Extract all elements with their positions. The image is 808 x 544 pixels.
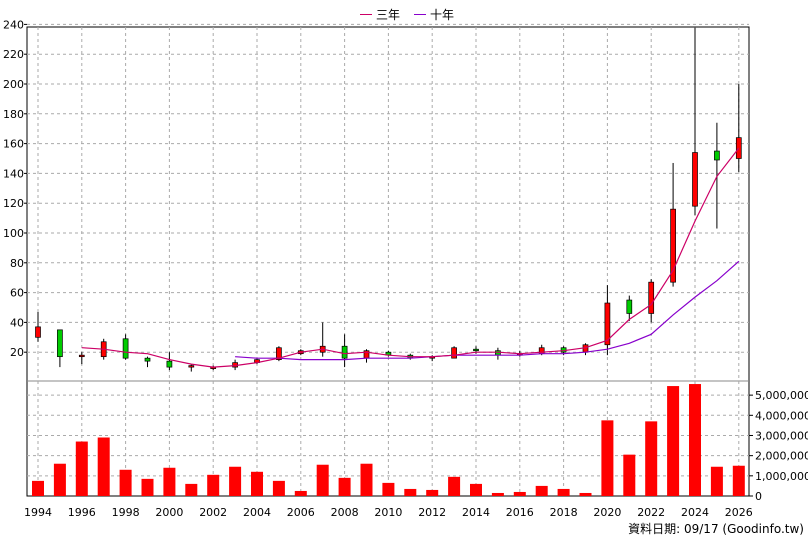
x-tick-label: 2014 xyxy=(462,506,490,519)
candle-body xyxy=(166,360,173,368)
volume-tick-label: 0 xyxy=(755,490,762,503)
volume-bar xyxy=(360,463,373,496)
x-tick-label: 2020 xyxy=(593,506,621,519)
volume-tick-label: 2,000,000 xyxy=(755,450,808,463)
volume-bar xyxy=(75,441,88,496)
candle-body xyxy=(276,347,282,361)
volume-bar xyxy=(32,480,44,496)
candle-body xyxy=(188,365,195,368)
volume-bar xyxy=(251,471,263,496)
volume-bar xyxy=(732,465,745,496)
ma10-line xyxy=(235,260,740,361)
volume-bar xyxy=(119,469,132,496)
price-tick-label: 40 xyxy=(10,316,24,329)
ma3-line xyxy=(81,147,740,368)
volume-bar xyxy=(338,477,351,496)
price-tick-label: 20 xyxy=(10,346,24,359)
volume-bar xyxy=(207,474,220,496)
x-tick-label: 2012 xyxy=(418,506,446,519)
candle-body xyxy=(495,350,501,356)
volume-bar xyxy=(53,463,66,496)
legend-swatch-ma10 xyxy=(414,13,427,15)
volume-bar xyxy=(579,492,592,496)
x-tick-label: 2018 xyxy=(550,506,578,519)
x-tick-label: 2016 xyxy=(506,506,534,519)
volume-bar xyxy=(535,485,548,496)
legend-label-ma3: 三年 xyxy=(376,7,401,22)
volume-bar xyxy=(404,488,417,496)
candle-body xyxy=(78,354,85,358)
data-date-footnote: 資料日期: 09/17 (Goodinfo.tw) xyxy=(628,522,804,536)
chart-legend: 三年 十年 xyxy=(360,6,454,22)
x-tick-label: 2004 xyxy=(243,506,271,519)
price-tick-label: 200 xyxy=(3,78,24,91)
candle-body xyxy=(626,299,633,314)
price-tick-label: 160 xyxy=(3,138,24,151)
candle-body xyxy=(341,345,348,359)
legend-label-ma10: 十年 xyxy=(430,7,455,22)
legend-item-ma10: 十年 xyxy=(414,6,454,22)
volume-bar xyxy=(272,480,285,496)
price-tick-label: 220 xyxy=(3,48,24,61)
volume-bar xyxy=(667,386,680,496)
volume-bar xyxy=(141,478,154,496)
volume-bar xyxy=(601,420,614,496)
price-tick-label: 240 xyxy=(3,18,24,31)
candle-body xyxy=(473,348,479,352)
volume-bar xyxy=(229,466,242,496)
x-tick-label: 2002 xyxy=(199,506,227,519)
volume-tick-label: 3,000,000 xyxy=(755,429,808,442)
price-tick-label: 60 xyxy=(10,287,24,300)
volume-bar xyxy=(513,491,526,496)
x-tick-label: 2008 xyxy=(331,506,359,519)
candle-body xyxy=(670,208,676,283)
legend-swatch-ma3 xyxy=(360,13,372,15)
price-tick-label: 120 xyxy=(3,197,24,210)
volume-bar xyxy=(557,488,570,496)
x-tick-label: 2000 xyxy=(155,506,183,519)
volume-bar xyxy=(426,489,439,496)
volume-bar xyxy=(710,466,723,496)
x-tick-label: 2006 xyxy=(287,506,315,519)
candle-body xyxy=(735,137,742,159)
volume-tick-label: 1,000,000 xyxy=(755,470,808,483)
x-tick-label: 2024 xyxy=(681,506,709,519)
x-tick-label: 2022 xyxy=(637,506,665,519)
x-tick-label: 2010 xyxy=(374,506,402,519)
volume-bar xyxy=(645,421,658,496)
candle-body xyxy=(714,150,720,161)
volume-bar xyxy=(382,482,395,496)
candle-body xyxy=(35,326,41,338)
x-tick-label: 2026 xyxy=(725,506,753,519)
x-tick-label: 1996 xyxy=(68,506,96,519)
volume-bar xyxy=(163,467,176,496)
x-tick-label: 1994 xyxy=(24,506,52,519)
volume-bar xyxy=(294,490,307,496)
price-tick-label: 180 xyxy=(3,108,24,121)
volume-bar xyxy=(448,476,461,496)
candle-body xyxy=(144,357,151,362)
candle-body xyxy=(604,302,611,346)
volume-bar xyxy=(623,454,636,496)
volume-tick-label: 4,000,000 xyxy=(755,409,808,422)
candle-body xyxy=(122,338,129,359)
candle-body xyxy=(692,152,698,207)
price-tick-label: 80 xyxy=(10,257,24,270)
legend-item-ma3: 三年 xyxy=(360,6,400,22)
volume-bar xyxy=(97,437,110,496)
x-tick-label: 1998 xyxy=(112,506,140,519)
volume-bar xyxy=(470,483,482,496)
volume-bar xyxy=(185,483,198,496)
price-tick-label: 140 xyxy=(3,167,24,180)
volume-bar xyxy=(316,464,329,496)
volume-bar xyxy=(491,492,504,496)
volume-bar xyxy=(689,384,701,496)
candle-body xyxy=(57,329,63,358)
price-tick-label: 100 xyxy=(3,227,24,240)
candle-body xyxy=(648,281,655,314)
volume-tick-label: 5,000,000 xyxy=(755,389,808,402)
candle-body xyxy=(451,347,457,359)
